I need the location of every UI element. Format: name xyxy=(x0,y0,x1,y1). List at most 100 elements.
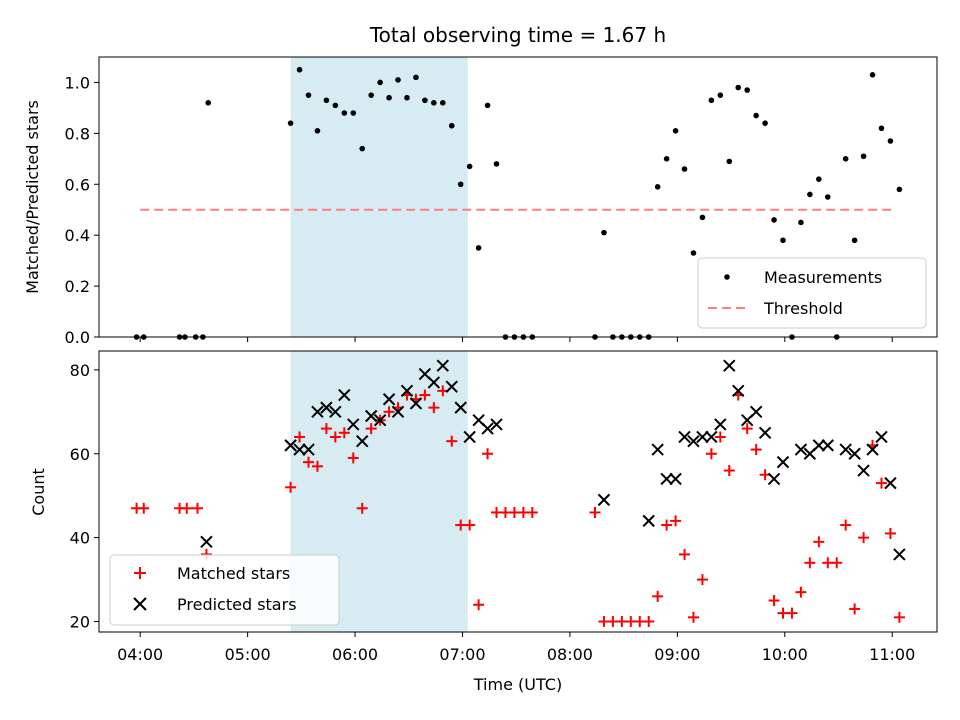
predicted-point xyxy=(642,514,655,528)
x-axis-label: Time (UTC) xyxy=(473,675,562,694)
matched-point xyxy=(643,616,655,628)
measurement-point xyxy=(448,122,455,129)
matched-point xyxy=(303,456,314,468)
matched-point xyxy=(840,519,852,531)
measurement-point xyxy=(341,110,348,116)
measurements-series xyxy=(133,66,903,340)
matched-point xyxy=(679,548,691,560)
measurement-point xyxy=(726,158,733,165)
bottom-y-ticks: 20 40 60 80 xyxy=(70,361,99,632)
matched-point xyxy=(714,431,726,443)
bottom-frame xyxy=(98,350,938,633)
bottom-y-tick-label: 80 xyxy=(70,361,90,380)
predicted-point xyxy=(364,409,378,423)
legend-predicted-marker xyxy=(133,597,147,611)
legend-measurements-marker xyxy=(724,274,730,280)
top-x-ticks xyxy=(139,337,893,342)
matched-point xyxy=(858,532,870,544)
predicted-point xyxy=(669,472,682,486)
bottom-legend-box xyxy=(109,554,340,626)
matched-point xyxy=(526,506,538,518)
measurement-point xyxy=(851,237,858,244)
matched-point xyxy=(705,448,717,460)
matched-point xyxy=(589,506,601,518)
predicted-point xyxy=(391,405,405,419)
measurement-point xyxy=(681,166,688,172)
matched-point xyxy=(419,389,431,401)
matched-point xyxy=(338,427,350,439)
predicted-point xyxy=(821,439,834,452)
predicted-point xyxy=(758,426,772,439)
matched-point xyxy=(786,607,798,619)
top-y-axis-label: Matched/Predicted stars xyxy=(23,100,42,294)
bottom-x-tick-label: 04:00 xyxy=(117,645,163,664)
bottom-x-tick-label: 06:00 xyxy=(332,645,378,664)
matched-point xyxy=(383,406,395,418)
bottom-y-axis-label: Count xyxy=(29,468,48,516)
measurement-point xyxy=(296,66,303,73)
bottom-x-tick-label: 07:00 xyxy=(439,645,485,664)
top-legend-box xyxy=(697,257,927,329)
predicted-point xyxy=(400,384,414,398)
predicted-point xyxy=(687,434,700,448)
predicted-point xyxy=(490,418,503,431)
measurement-point xyxy=(807,191,813,198)
predicted-point xyxy=(356,434,369,448)
legend-matched-label: Matched stars xyxy=(177,564,290,583)
bottom-x-tick-label: 09:00 xyxy=(654,645,700,664)
top-panel: 0.0 0.2 0.4 0.6 0.8 1.0 Matched/Predicted sta… xyxy=(23,56,938,347)
measurement-point xyxy=(690,250,697,256)
measurement-point xyxy=(431,100,437,106)
top-y-tick-label: 0.0 xyxy=(65,328,90,347)
measurement-point xyxy=(368,92,374,98)
measurement-point xyxy=(816,176,822,182)
matched-point xyxy=(661,519,673,531)
bottom-y-tick-label: 20 xyxy=(70,613,90,632)
measurement-point xyxy=(824,194,831,200)
measurement-point xyxy=(377,79,383,86)
predicted-point xyxy=(454,401,467,414)
predicted-point xyxy=(893,548,906,561)
measurement-point xyxy=(475,245,482,251)
measurement-point xyxy=(457,181,464,188)
measurement-point xyxy=(601,229,607,236)
measurement-point xyxy=(735,84,742,91)
measurement-point xyxy=(305,92,312,98)
measurement-point xyxy=(663,156,670,162)
predicted-point xyxy=(320,401,333,414)
measurement-point xyxy=(205,100,212,106)
predicted-point xyxy=(436,359,450,372)
matched-point xyxy=(813,536,825,548)
measurement-point xyxy=(762,120,768,126)
matched-point xyxy=(884,527,896,539)
measurement-point xyxy=(323,97,330,104)
measurement-point xyxy=(654,184,661,190)
measurement-point xyxy=(842,156,849,162)
measurement-point xyxy=(672,128,679,134)
top-y-tick-label: 0.8 xyxy=(65,124,90,143)
bottom-y-tick-label: 40 xyxy=(70,529,90,548)
measurement-point xyxy=(717,92,724,98)
bottom-x-tick-label: 10:00 xyxy=(762,645,808,664)
matched-point xyxy=(294,431,306,443)
bottom-x-tick-label: 05:00 xyxy=(225,645,271,664)
top-frame xyxy=(98,56,938,338)
matched-point xyxy=(285,481,297,493)
legend-threshold-label: Threshold xyxy=(763,299,843,318)
matched-point xyxy=(311,460,323,472)
matched-point xyxy=(893,611,905,623)
predicted-point xyxy=(302,443,315,456)
matched-point xyxy=(191,502,203,514)
predicted-point xyxy=(293,443,306,456)
measurement-point xyxy=(493,161,500,167)
predicted-point xyxy=(678,430,691,444)
matched-point xyxy=(831,557,843,569)
matched-point xyxy=(768,595,780,607)
matched-point xyxy=(347,452,359,464)
measurement-point xyxy=(484,102,491,109)
predicted-point xyxy=(776,455,790,469)
predicted-point xyxy=(732,384,745,398)
predicted-point xyxy=(866,443,879,456)
matched-point xyxy=(741,423,753,435)
